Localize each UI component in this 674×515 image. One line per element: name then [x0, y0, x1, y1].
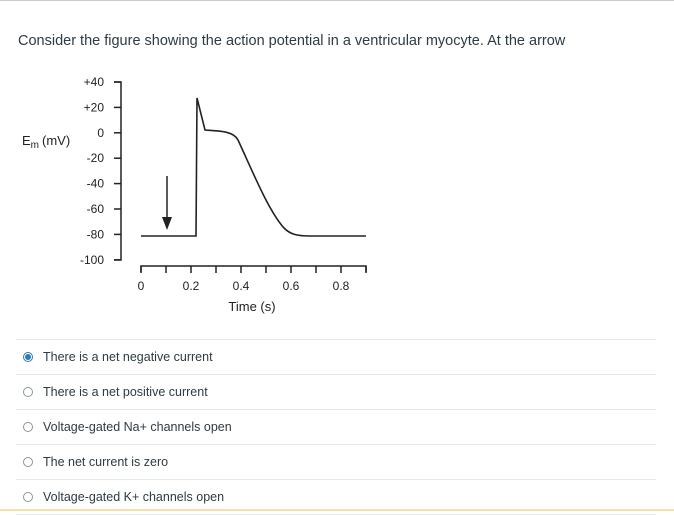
y-tick-label: -60: [87, 202, 105, 216]
answer-option[interactable]: There is a net negative current: [16, 339, 656, 374]
answer-option[interactable]: There is a net positive current: [16, 374, 656, 409]
answer-label: Voltage-gated K+ channels open: [43, 490, 225, 504]
action-potential-figure: Em (mV) +40 +20 0 -20 -40 -60 -80 -100 0 0.2 0.4 0.…: [22, 75, 367, 314]
x-axis: [140, 265, 367, 272]
y-ticks: +40 +20 0 -20 -40 -60 -80 -100: [80, 75, 121, 267]
y-tick-label: -20: [87, 151, 105, 165]
y-axis-label-sub: m: [31, 140, 39, 151]
y-tick-label: -40: [87, 177, 105, 191]
x-ticks: 0 0.2 0.4 0.6 0.8: [138, 266, 367, 293]
radio-button[interactable]: [23, 387, 33, 397]
answer-label: There is a net positive current: [43, 385, 208, 399]
y-axis-label-unit: (mV): [42, 133, 70, 148]
y-tick-label: -80: [87, 227, 105, 241]
x-tick-label: 0.4: [233, 279, 250, 293]
x-tick-label: 0.6: [283, 279, 300, 293]
x-tick-label: 0: [138, 279, 145, 293]
radio-button[interactable]: [23, 457, 33, 467]
y-tick-label: +40: [84, 75, 105, 89]
answer-list: There is a net negative current There is …: [16, 339, 656, 515]
bottom-border: [0, 509, 674, 511]
radio-button[interactable]: [23, 352, 33, 362]
answer-label: The net current is zero: [43, 455, 169, 469]
y-tick-label: 0: [97, 126, 104, 140]
x-axis-label: Time (s): [228, 299, 275, 314]
answer-option[interactable]: Voltage-gated Na+ channels open: [16, 409, 656, 444]
x-tick-label: 0.8: [333, 279, 350, 293]
answer-option[interactable]: The net current is zero: [16, 444, 656, 479]
radio-button[interactable]: [23, 492, 33, 502]
answer-label: Voltage-gated Na+ channels open: [43, 420, 232, 434]
radio-button[interactable]: [23, 422, 33, 432]
x-tick-label: 0.2: [183, 279, 200, 293]
y-axis-label: Em (mV): [22, 133, 70, 151]
y-axis: [114, 81, 122, 261]
top-border: [0, 0, 674, 1]
arrow-indicator: [162, 176, 172, 230]
y-tick-label: +20: [84, 100, 105, 114]
answer-label: There is a net negative current: [43, 350, 213, 364]
question-text: Consider the figure showing the action p…: [18, 33, 566, 49]
y-axis-label-main: E: [22, 133, 31, 148]
action-potential-trace: [141, 97, 366, 237]
y-tick-label: -100: [80, 253, 104, 267]
